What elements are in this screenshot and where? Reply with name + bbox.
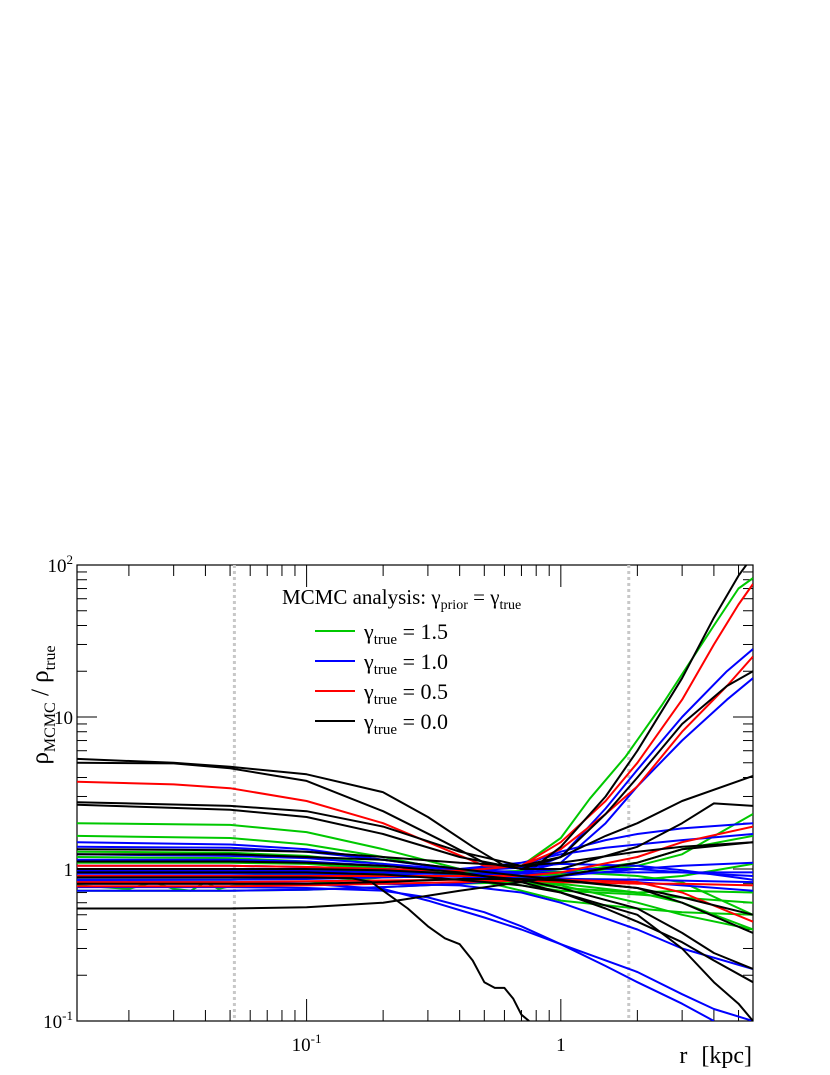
plot-frame bbox=[76, 564, 754, 1022]
y-label-rho-1: ρ bbox=[27, 752, 54, 764]
density-ratio-curve bbox=[77, 841, 753, 867]
y-tick-label: 10 bbox=[54, 708, 73, 729]
y-tick-label: 1 bbox=[64, 860, 74, 881]
legend-label: γtrue = 0.5 bbox=[363, 679, 448, 708]
annotation-text: MCMC analysis: γprior = γtrue bbox=[282, 585, 521, 613]
density-ratio-curve bbox=[77, 833, 753, 870]
density-ratio-curve bbox=[77, 871, 753, 1021]
legend-label: γtrue = 1.5 bbox=[363, 619, 448, 648]
annotation-sub-true: true bbox=[499, 598, 521, 613]
density-ratio-curve bbox=[77, 878, 753, 887]
y-label-rho-2: ρ bbox=[27, 670, 54, 682]
y-label-slash: / bbox=[27, 683, 54, 702]
density-ratio-curve bbox=[77, 886, 715, 1021]
y-tick-label: 102 bbox=[48, 552, 74, 577]
density-ratio-curve bbox=[77, 860, 753, 984]
density-ratio-curve bbox=[77, 878, 753, 934]
x-axis-label: r [kpc] bbox=[679, 1043, 752, 1069]
x-tick-label: 1 bbox=[556, 1035, 566, 1056]
density-ratio-curve bbox=[77, 880, 753, 1021]
annotation-equals: = bbox=[468, 585, 490, 609]
x-tick-label: 10-1 bbox=[292, 1031, 322, 1056]
y-tick-label: 10-1 bbox=[43, 1008, 73, 1033]
y-label-sub-mcmc: MCMC bbox=[42, 702, 59, 752]
annotation-gamma-1: γ bbox=[430, 585, 440, 609]
annotation-sub-prior: prior bbox=[441, 598, 469, 613]
y-axis-label: ρMCMC / ρtrue bbox=[27, 645, 59, 764]
y-label-sub-true: true bbox=[42, 645, 59, 670]
density-ratio-curve bbox=[77, 853, 753, 916]
x-tick-labels: 10-1 1 bbox=[292, 1031, 566, 1056]
density-ratio-curve bbox=[77, 876, 530, 1021]
density-ratio-curve bbox=[77, 655, 753, 872]
density-ratio-curve bbox=[77, 802, 753, 870]
y-tick-labels: 10-1 1 10 102 bbox=[43, 552, 73, 1033]
legend-label: γtrue = 0.0 bbox=[363, 709, 448, 738]
annotation-gamma-2: γ bbox=[489, 585, 499, 609]
curves bbox=[77, 565, 753, 1021]
x-label-unit: [kpc] bbox=[701, 1043, 752, 1069]
density-ratio-curve bbox=[77, 878, 753, 923]
annotation-prefix: MCMC analysis: bbox=[282, 585, 431, 609]
x-label-main: r bbox=[679, 1043, 687, 1069]
density-ratio-curve bbox=[77, 577, 753, 870]
density-ratio-curve bbox=[77, 841, 753, 910]
legend-label: γtrue = 1.0 bbox=[363, 649, 448, 678]
